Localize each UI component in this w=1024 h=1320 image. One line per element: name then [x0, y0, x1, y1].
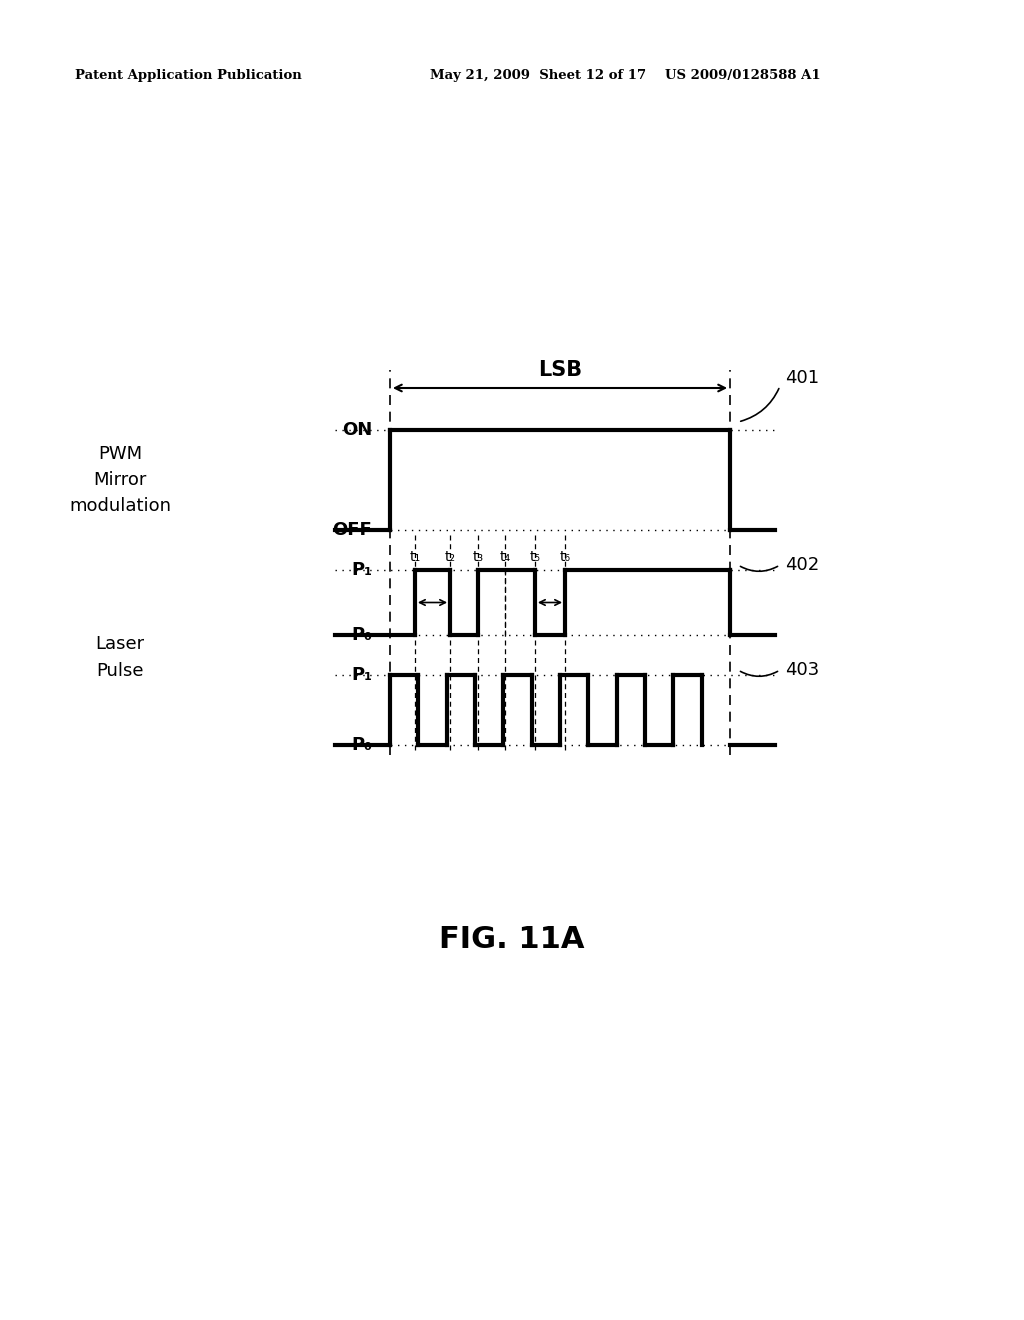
Text: P₁: P₁ [351, 561, 372, 579]
Text: t₂: t₂ [444, 550, 456, 564]
Text: P₁: P₁ [351, 667, 372, 684]
Text: May 21, 2009  Sheet 12 of 17: May 21, 2009 Sheet 12 of 17 [430, 69, 646, 82]
Text: t₄: t₄ [500, 550, 511, 564]
Text: t₆: t₆ [559, 550, 570, 564]
Text: t₅: t₅ [529, 550, 541, 564]
Text: P₀: P₀ [351, 737, 372, 754]
Text: PWM
Mirror
modulation: PWM Mirror modulation [69, 445, 171, 515]
Text: t₁: t₁ [410, 550, 421, 564]
Text: 403: 403 [785, 661, 819, 678]
Text: OFF: OFF [332, 521, 372, 539]
Text: ON: ON [342, 421, 372, 440]
Text: US 2009/0128588 A1: US 2009/0128588 A1 [665, 69, 820, 82]
Text: P₀: P₀ [351, 626, 372, 644]
Text: Laser
Pulse: Laser Pulse [95, 635, 144, 680]
Text: t₃: t₃ [472, 550, 483, 564]
Text: 401: 401 [785, 370, 819, 387]
Text: FIG. 11A: FIG. 11A [439, 925, 585, 954]
Text: 402: 402 [785, 556, 819, 574]
Text: LSB: LSB [538, 360, 582, 380]
Text: Patent Application Publication: Patent Application Publication [75, 69, 302, 82]
